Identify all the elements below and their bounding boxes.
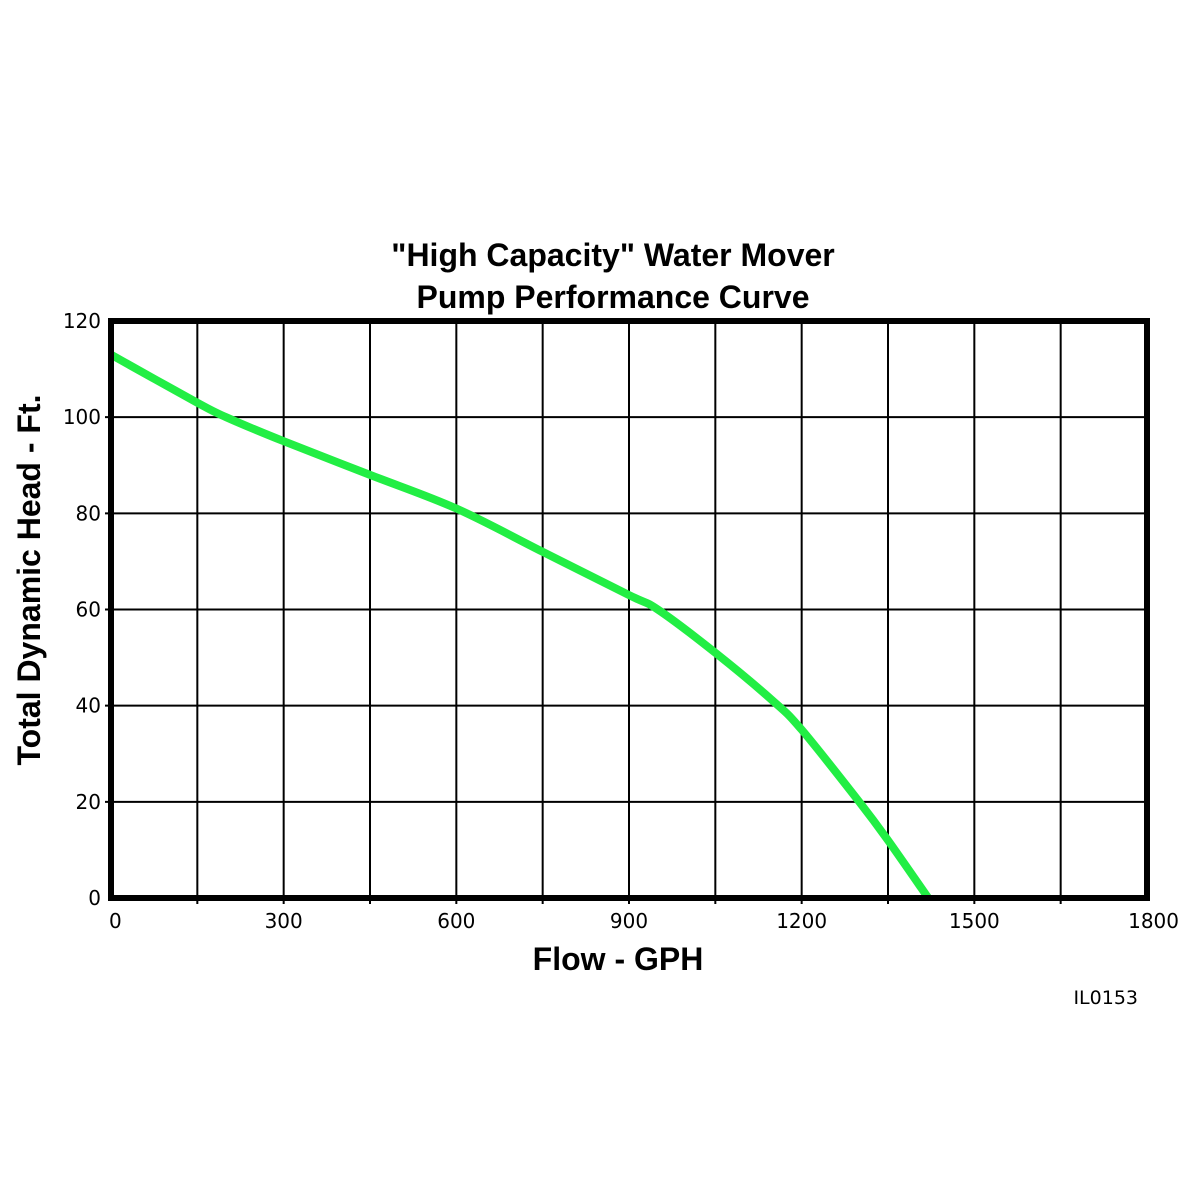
y-tick-labels: 0 20 40 60 80 100 120 (63, 309, 101, 910)
y-tick-label: 40 (76, 694, 101, 718)
x-axis-title: Flow - GPH (533, 941, 704, 977)
grid-lines (105, 321, 1147, 904)
x-tick-label: 0 (109, 909, 122, 933)
series-group (109, 351, 932, 901)
y-tick-label: 60 (76, 598, 101, 622)
x-tick-label: 300 (265, 909, 303, 933)
y-tick-label: 20 (76, 790, 101, 814)
y-tick-label: 100 (63, 405, 101, 429)
figure-id: IL0153 (1073, 987, 1138, 1009)
chart-title-line2: Pump Performance Curve (416, 279, 809, 315)
chart-title-line1: "High Capacity" Water Mover (391, 237, 834, 273)
series-line-pump-curve (109, 351, 932, 901)
x-tick-label: 900 (610, 909, 648, 933)
x-tick-label: 1800 (1128, 909, 1179, 933)
x-tick-labels: 0 300 600 900 1200 1500 1800 (109, 909, 1179, 933)
y-tick-label: 80 (76, 501, 101, 525)
x-tick-label: 1500 (949, 909, 1000, 933)
y-tick-label: 120 (63, 309, 101, 333)
y-axis-title: Total Dynamic Head - Ft. (11, 394, 47, 765)
x-tick-label: 600 (437, 909, 475, 933)
y-tick-label: 0 (88, 886, 101, 910)
x-tick-label: 1200 (776, 909, 827, 933)
plot-frame (108, 318, 1150, 901)
